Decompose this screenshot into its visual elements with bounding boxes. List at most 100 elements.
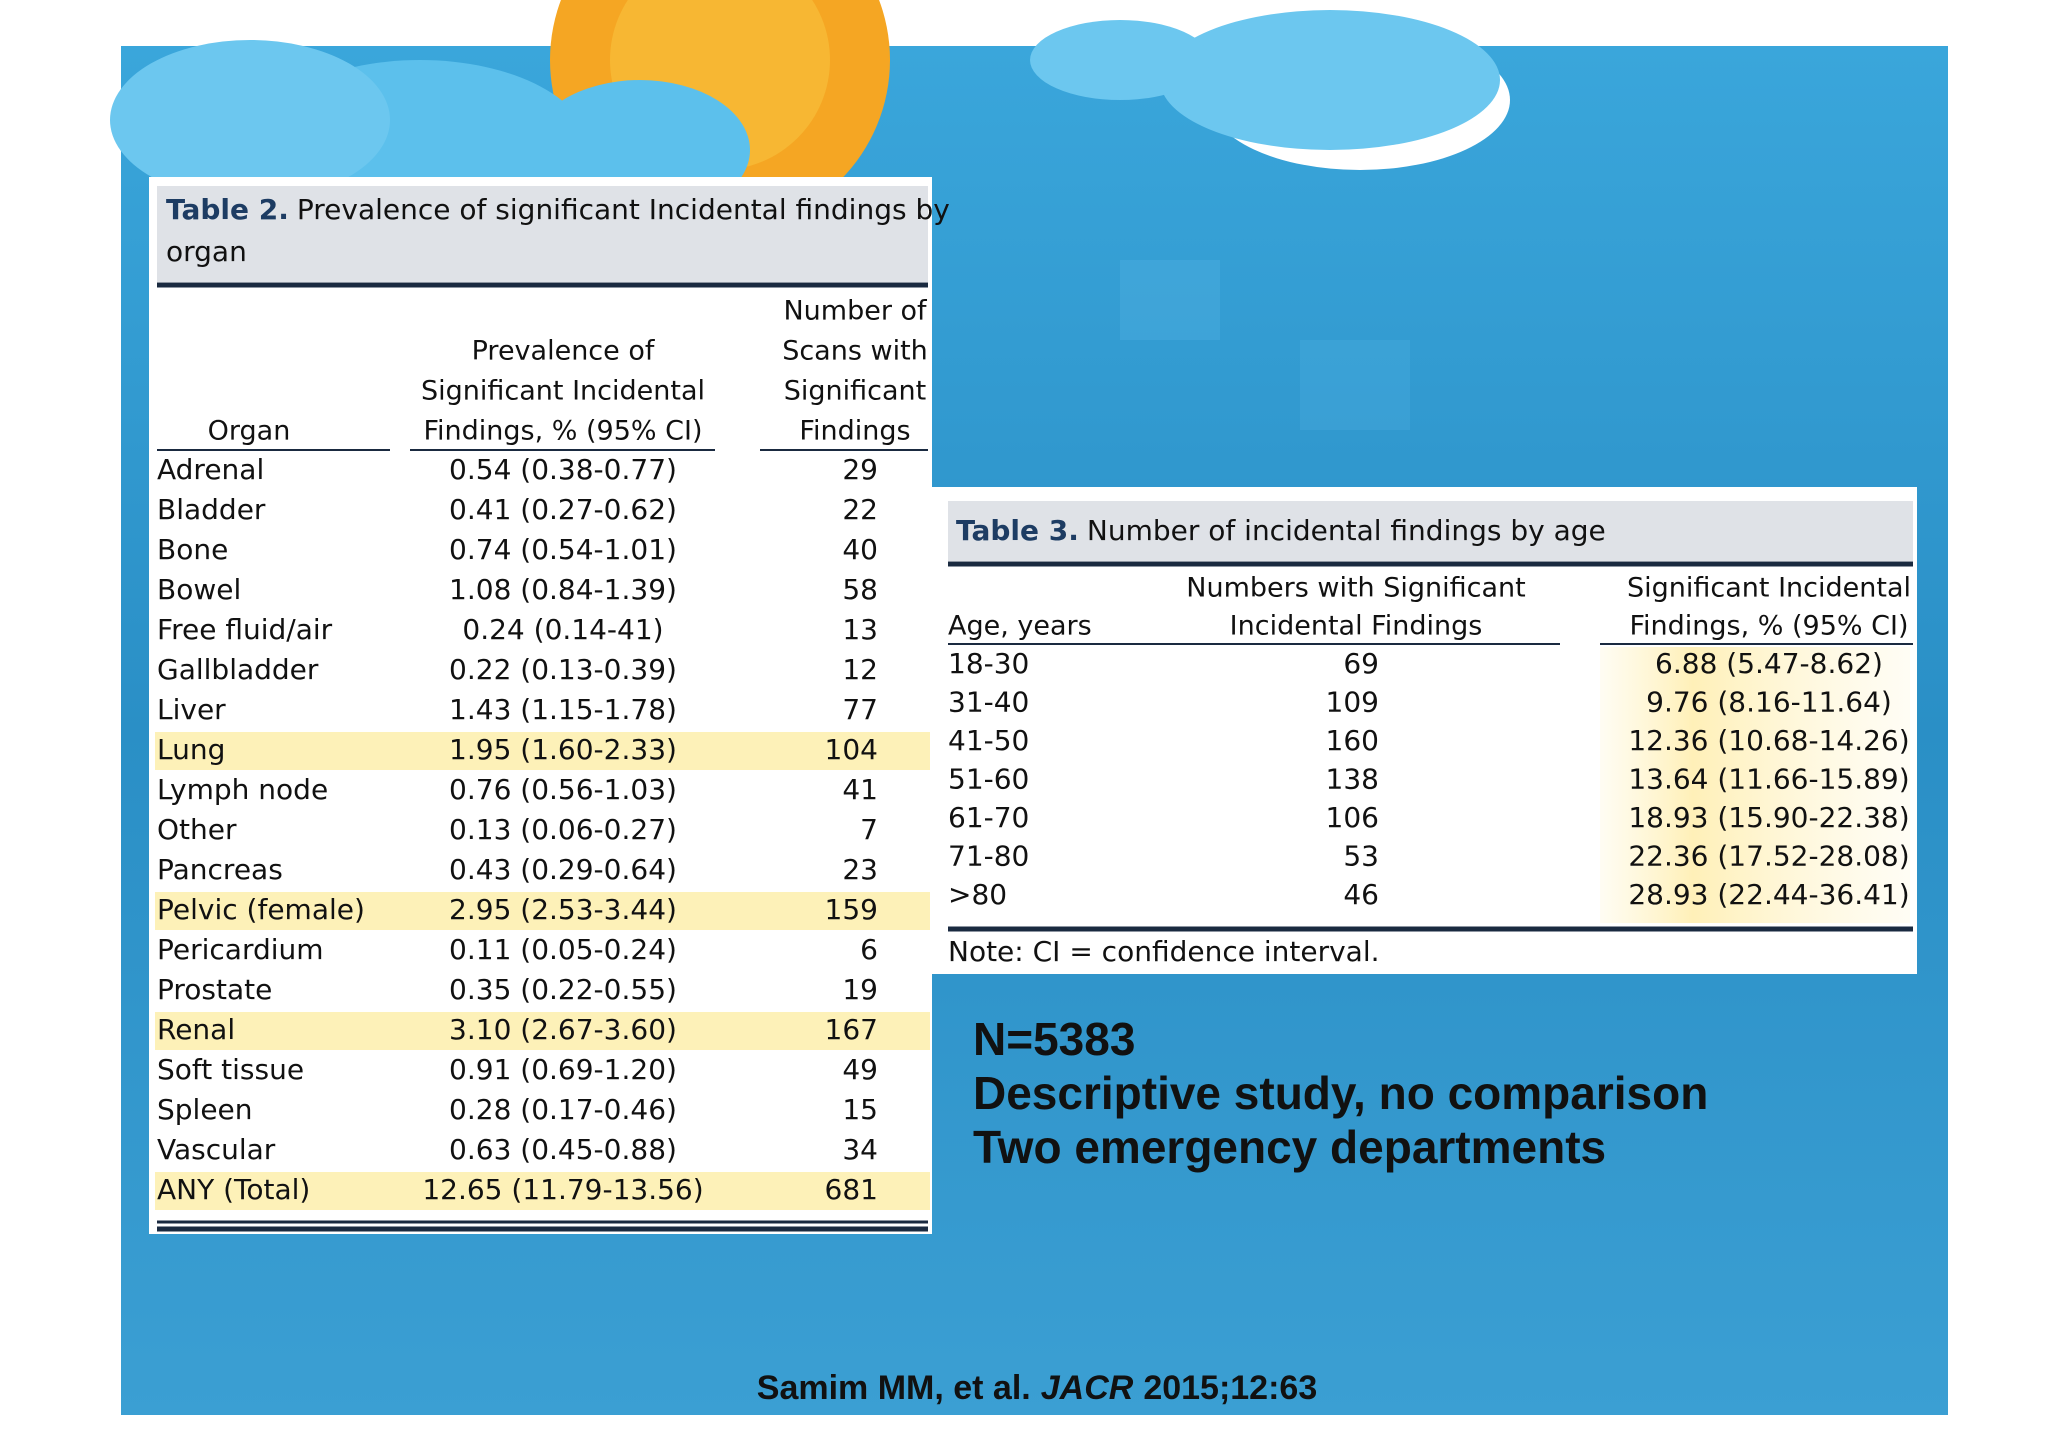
table2-cell: 1.95 (1.60-2.33) (449, 733, 677, 766)
table2-cell: 0.28 (0.17-0.46) (449, 1093, 677, 1126)
table2-cell: 159 (825, 893, 878, 926)
row-highlight (155, 892, 930, 930)
table3-cell: 53 (1343, 840, 1379, 873)
table2-cell: Liver (157, 693, 226, 726)
table3-header: Significant Incidental (1627, 573, 1911, 604)
table3-cell: 61-70 (948, 801, 1029, 834)
summary-line: Two emergency departments (973, 1121, 1606, 1173)
citation-details: 2015;12:63 (1143, 1369, 1317, 1407)
table3-note: Note: CI = confidence interval. (948, 935, 1380, 968)
table2-cell: 167 (825, 1013, 878, 1046)
table3-cell: 51-60 (948, 763, 1029, 796)
table2-cell: 0.54 (0.38-0.77) (449, 453, 677, 486)
table2-cell: 41 (842, 773, 878, 806)
table2-cell: 12 (842, 653, 878, 686)
table2-cell: Lung (157, 733, 225, 766)
table3-cell: 18-30 (948, 647, 1029, 680)
table3-cell: 138 (1326, 763, 1379, 796)
table2-header: Scans with (782, 336, 928, 367)
table3-cell: 160 (1326, 724, 1379, 757)
table3-header: Incidental Findings (1230, 611, 1483, 642)
table3-cell: 109 (1326, 686, 1379, 719)
table2-cell: 0.13 (0.06-0.27) (449, 813, 677, 846)
table2-cell: 104 (825, 733, 878, 766)
table2-header: Significant (784, 376, 927, 407)
table2-cell: Lymph node (157, 773, 328, 806)
table3-label: Table 3. (956, 514, 1079, 547)
table2-cell: Bladder (157, 493, 266, 526)
table3-title: Table 3. Number of incidental findings by… (956, 514, 1606, 547)
table3-header: Findings, % (95% CI) (1629, 611, 1908, 642)
table2-cell: 6 (860, 933, 878, 966)
citation-journal: JACR (1041, 1369, 1134, 1407)
table3-title-band (948, 501, 1913, 561)
table2-cell: Gallbladder (157, 653, 319, 686)
table2-cell: 15 (842, 1093, 878, 1126)
table2-header: Findings (799, 416, 910, 447)
table3-cell: 71-80 (948, 840, 1029, 873)
table2-cell: Bone (157, 533, 228, 566)
table2-cell: Other (157, 813, 237, 846)
table2-title: Table 2. Prevalence of significant Incide… (166, 193, 950, 226)
table2-cell: Spleen (157, 1093, 253, 1126)
citation: Samim MM, et al. JACR 2015;12:63 (757, 1369, 1317, 1407)
table2-cell: 0.22 (0.13-0.39) (449, 653, 677, 686)
table2-cell: 0.24 (0.14-41) (462, 613, 663, 646)
table2-cell: 0.76 (0.56-1.03) (449, 773, 677, 806)
table2-cell: 29 (842, 453, 878, 486)
row-highlight (155, 1012, 930, 1050)
table2-title-line: organ (166, 235, 247, 268)
table2-title-band (157, 186, 928, 282)
table2-header: Findings, % (95% CI) (423, 416, 702, 447)
table3-cell: >80 (948, 878, 1007, 911)
table3-cell: 28.93 (22.44-36.41) (1628, 878, 1909, 911)
table3-cell: 13.64 (11.66-15.89) (1628, 763, 1909, 796)
table2-header: Number of (783, 296, 928, 327)
table2-cell: 22 (842, 493, 878, 526)
summary-line: N=5383 (973, 1013, 1135, 1065)
table3-cell: 31-40 (948, 686, 1029, 719)
table3-cell: 9.76 (8.16-11.64) (1646, 686, 1892, 719)
table3-cell: 41-50 (948, 724, 1029, 757)
row-highlight (155, 732, 930, 770)
table2-cell: 19 (842, 973, 878, 1006)
row-highlight (155, 1172, 930, 1210)
table2-header: Organ (208, 416, 291, 447)
table2-cell: Vascular (157, 1133, 276, 1166)
table3-cell: 106 (1326, 801, 1379, 834)
table2-cell: Renal (157, 1013, 235, 1046)
table3-title-text: Number of incidental findings by age (1087, 514, 1606, 547)
table3-cell: 69 (1343, 647, 1379, 680)
table3-header: Numbers with Significant (1186, 573, 1525, 604)
table2-cell: 3.10 (2.67-3.60) (449, 1013, 677, 1046)
table3-cell: 18.93 (15.90-22.38) (1628, 801, 1909, 834)
citation-authors: Samim MM, et al. (757, 1369, 1031, 1407)
table2-cell: Free fluid/air (157, 613, 333, 646)
table2-cell: 0.41 (0.27-0.62) (449, 493, 677, 526)
table2-cell: 0.63 (0.45-0.88) (449, 1133, 677, 1166)
table2-cell: 0.91 (0.69-1.20) (449, 1053, 677, 1086)
table3-cell: 6.88 (5.47-8.62) (1655, 647, 1883, 680)
table2-cell: 0.11 (0.05-0.24) (449, 933, 677, 966)
table2-cell: 2.95 (2.53-3.44) (449, 893, 677, 926)
table3-cell: 12.36 (10.68-14.26) (1628, 724, 1909, 757)
table3-cell: 46 (1343, 878, 1379, 911)
table2-cell: ANY (Total) (157, 1173, 310, 1206)
table2-cell: Pancreas (157, 853, 283, 886)
table2-cell: 12.65 (11.79-13.56) (422, 1173, 703, 1206)
table2-label: Table 2. (166, 193, 289, 226)
table2-cell: Pericardium (157, 933, 324, 966)
table2-cell: 77 (842, 693, 878, 726)
table2-cell: Pelvic (female) (157, 893, 365, 926)
table3-header: Age, years (948, 611, 1092, 642)
table2-header: Significant Incidental (421, 376, 705, 407)
table2-cell: 7 (860, 813, 878, 846)
table2-cell: 681 (825, 1173, 878, 1206)
table2-cell: 40 (842, 533, 878, 566)
table3-cell: 22.36 (17.52-28.08) (1628, 840, 1909, 873)
table2-cell: 58 (842, 573, 878, 606)
table2-cell: 0.35 (0.22-0.55) (449, 973, 677, 1006)
table2-cell: Adrenal (157, 453, 264, 486)
table2-cell: Soft tissue (157, 1053, 304, 1086)
